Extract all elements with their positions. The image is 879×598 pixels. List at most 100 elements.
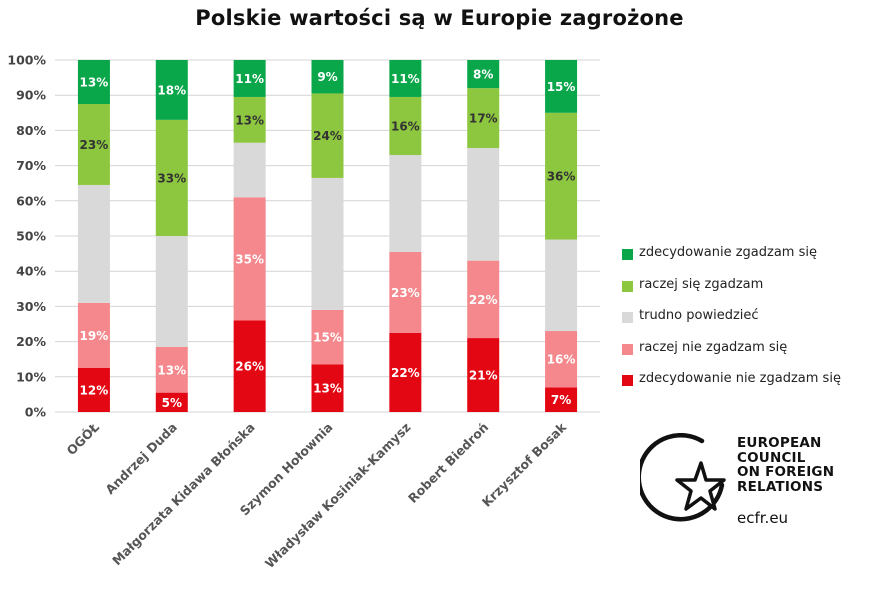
data-label: 16%: [391, 120, 420, 134]
legend-label: raczej nie zgadzam się: [639, 339, 788, 355]
bar-segment: [467, 88, 500, 148]
y-tick-label: 90%: [16, 88, 46, 103]
data-label: 24%: [313, 129, 342, 143]
data-label: 15%: [313, 331, 342, 345]
bar-segment: [545, 60, 578, 113]
data-label: 7%: [551, 393, 571, 407]
bar-segment: [77, 368, 110, 412]
data-label: 33%: [157, 171, 186, 185]
data-label: 23%: [80, 138, 109, 152]
chart-title: Polskie wartości są w Europie zagrożone: [195, 6, 684, 30]
y-tick-label: 40%: [16, 264, 46, 279]
data-label: 13%: [157, 363, 186, 377]
bar-segment: [311, 309, 344, 365]
legend-swatch: [622, 280, 633, 292]
logo-line-1: EUROPEAN: [737, 435, 822, 451]
bar-segment: [467, 60, 500, 89]
legend: zdecydowanie zgadzam się raczej się zgadz…: [622, 245, 841, 403]
data-label: 21%: [469, 369, 498, 383]
bar-segment: [233, 142, 266, 198]
y-tick-label: 100%: [7, 53, 46, 68]
bar-segment: [155, 60, 188, 120]
y-tick-label: 50%: [16, 229, 46, 244]
y-tick-label: 30%: [16, 299, 46, 314]
star-circle-icon: [640, 433, 726, 522]
bar-segment: [311, 93, 344, 178]
legend-item: zdecydowanie zgadzam się: [622, 245, 841, 277]
bar-segment: [233, 197, 266, 321]
data-label: 13%: [80, 76, 109, 90]
ecfr-logo: EUROPEAN COUNCIL ON FOREIGN RELATIONS ec…: [640, 433, 870, 533]
legend-label: zdecydowanie zgadzam się: [639, 245, 817, 260]
y-tick-label: 70%: [16, 158, 46, 173]
x-tick-label: Krzysztof Bosak: [479, 419, 570, 510]
bar-segment: [155, 392, 188, 412]
logo-line-3: ON FOREIGN: [737, 464, 835, 480]
bar-segment: [389, 60, 422, 97]
bar-segment: [155, 346, 188, 393]
bar-segment: [233, 320, 266, 412]
data-label: 22%: [391, 366, 420, 380]
bar-segment: [545, 112, 578, 240]
bar-segment: [545, 331, 578, 388]
bar-segment: [467, 338, 500, 412]
data-label: 11%: [391, 72, 420, 86]
legend-swatch: [622, 375, 633, 386]
data-label: 5%: [162, 396, 182, 410]
bar-segment: [467, 260, 500, 339]
legend-item: trudno powiedzieć: [622, 308, 841, 340]
bar-segment: [311, 177, 344, 310]
x-tick-label: Władysław Kosiniak-Kamysz: [262, 420, 414, 572]
y-tick-label: 10%: [16, 369, 46, 384]
y-tick-label: 0%: [25, 405, 47, 420]
bar-segment: [233, 60, 266, 97]
bar-segment: [155, 119, 188, 236]
bar-segment: [155, 236, 188, 347]
logo-url: ecfr.eu: [737, 509, 789, 527]
bar-segment: [311, 60, 344, 94]
bar-segment: [467, 148, 500, 261]
bar-segment: [389, 96, 422, 156]
data-label: 35%: [235, 252, 264, 266]
bar-segment: [389, 155, 422, 252]
bar-segment: [77, 302, 110, 368]
x-tick-label: Andrzej Duda: [102, 420, 180, 498]
bar-segment: [545, 387, 578, 412]
legend-swatch: [622, 343, 633, 355]
logo-text: EUROPEAN COUNCIL ON FOREIGN RELATIONS: [737, 436, 834, 494]
bar-segment: [389, 251, 422, 333]
bar-segment: [233, 96, 266, 143]
data-label: 26%: [235, 360, 264, 374]
bar-segment: [77, 184, 110, 303]
legend-label: raczej się zgadzam: [639, 276, 764, 292]
legend-item: raczej nie zgadzam się: [622, 340, 841, 372]
data-label: 8%: [473, 68, 493, 82]
y-tick-label: 60%: [16, 193, 46, 208]
x-tick-label: Małgorzata Kidawa Błońska: [109, 420, 258, 569]
data-label: 15%: [547, 80, 576, 94]
x-tick-label: OGÓŁ: [63, 420, 102, 459]
data-label: 9%: [317, 70, 337, 84]
legend-item: raczej się zgadzam: [622, 277, 841, 309]
bar-segment: [311, 364, 344, 412]
data-label: 12%: [80, 384, 109, 398]
legend-swatch: [622, 312, 633, 323]
data-label: 17%: [469, 112, 498, 126]
data-label: 18%: [157, 83, 186, 97]
data-label: 22%: [469, 293, 498, 307]
legend-item: zdecydowanie nie zgadzam się: [622, 371, 841, 403]
bar-segment: [77, 104, 110, 185]
legend-swatch: [622, 249, 633, 260]
y-tick-label: 20%: [16, 334, 46, 349]
y-tick-label: 80%: [16, 123, 46, 138]
data-label: 13%: [235, 113, 264, 127]
data-label: 19%: [80, 329, 109, 343]
bar-segment: [389, 332, 422, 412]
data-label: 13%: [313, 382, 342, 396]
logo-line-2: COUNCIL: [737, 449, 806, 466]
legend-label: trudno powiedzieć: [639, 308, 759, 323]
data-label: 16%: [547, 353, 576, 367]
x-tick-label: Robert Biedroń: [405, 420, 491, 506]
data-label: 23%: [391, 286, 420, 300]
